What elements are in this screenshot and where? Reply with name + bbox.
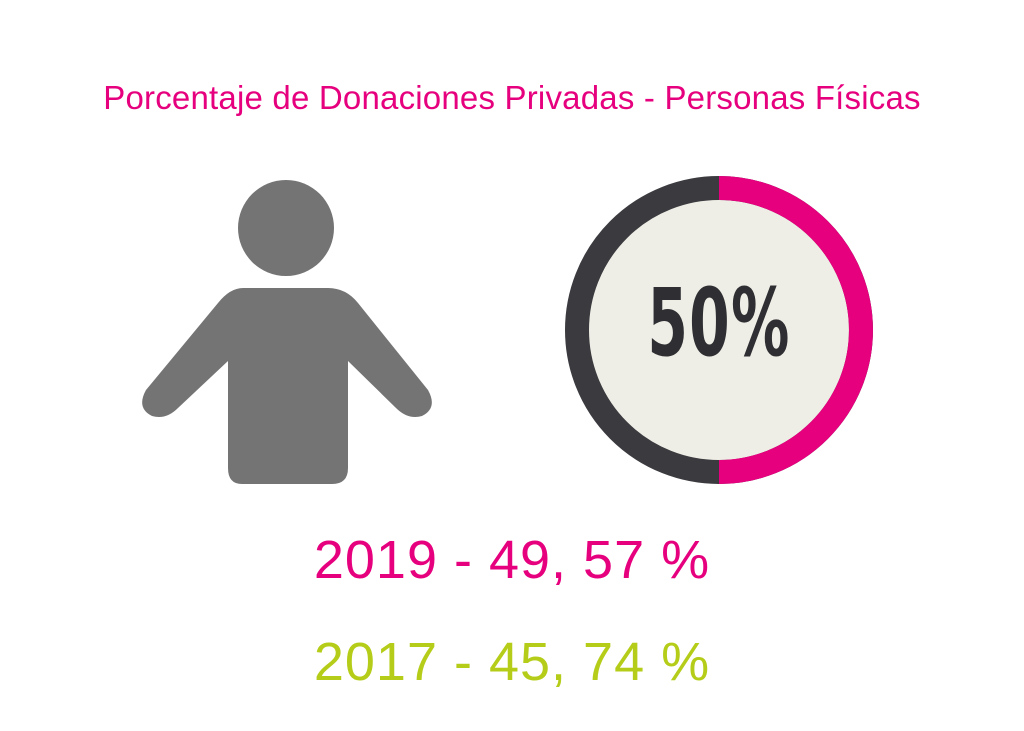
stat-2019: 2019 - 49, 57 % bbox=[313, 530, 711, 590]
stat-2017: 2017 - 45, 74 % bbox=[313, 632, 711, 692]
gauge-value-arc bbox=[718, 176, 873, 484]
person-icon bbox=[142, 180, 432, 484]
gauge-center bbox=[581, 192, 857, 468]
gauge-chart bbox=[565, 176, 873, 484]
chart-title: Porcentaje de Donaciones Privadas - Pers… bbox=[103, 79, 921, 116]
person-body bbox=[142, 288, 432, 484]
person-head bbox=[238, 180, 334, 276]
gauge-value-label: 50% bbox=[647, 269, 791, 378]
